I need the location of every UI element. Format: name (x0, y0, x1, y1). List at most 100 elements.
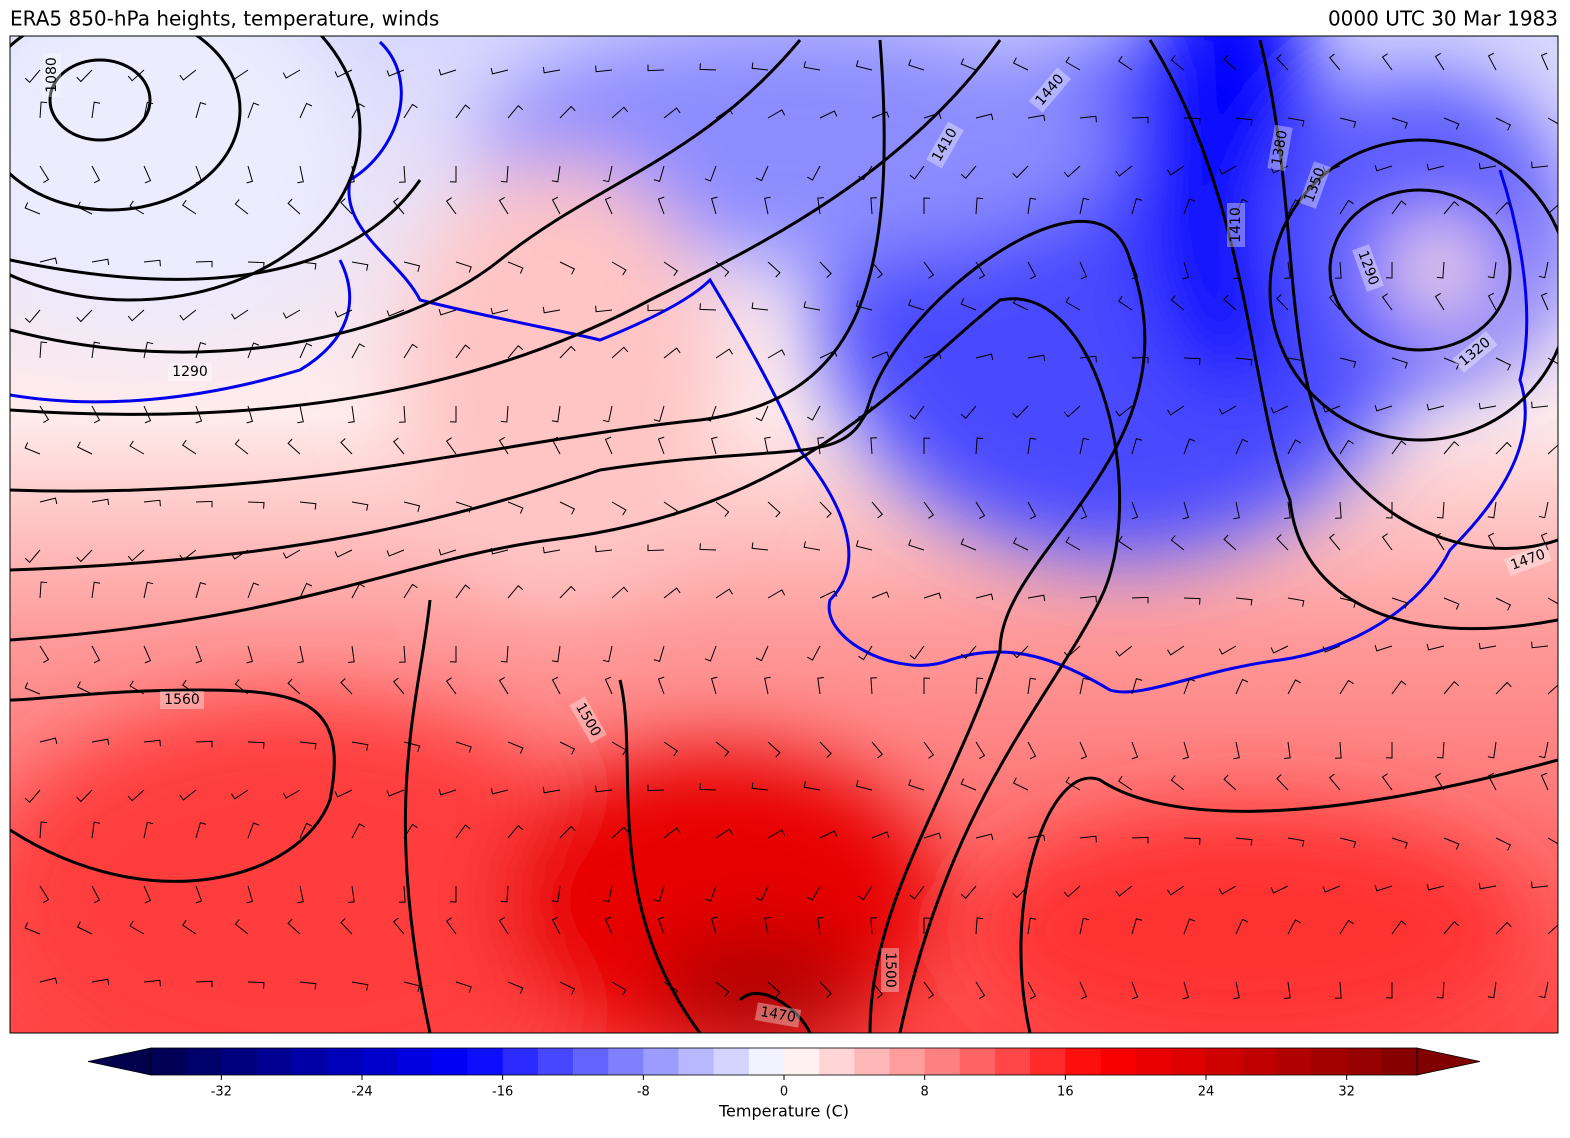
wind-barb (1287, 679, 1301, 695)
wind-barb (500, 165, 509, 183)
wind-barb (604, 676, 613, 695)
wind-barb (1012, 777, 1029, 791)
colorbar-bin (186, 1048, 222, 1075)
wind-barb (403, 261, 421, 272)
wind-barb (1065, 536, 1081, 551)
wind-barb (1284, 981, 1291, 999)
wind-barb (455, 344, 471, 359)
wind-barb (282, 69, 301, 79)
wind-barb (403, 501, 421, 512)
wind-barb (975, 981, 986, 1000)
wind-barb (699, 303, 717, 311)
contour-label-bg (1504, 544, 1552, 576)
wind-barb (498, 436, 509, 455)
wind-barb (1434, 532, 1445, 551)
wind-barb (399, 645, 406, 663)
wind-barb (1079, 595, 1097, 603)
wind-barb (923, 197, 931, 214)
wind-barb (507, 261, 524, 274)
wind-barb (24, 202, 41, 215)
wind-barb (755, 645, 769, 662)
wind-barb (819, 501, 832, 518)
wind-barb (1012, 297, 1029, 311)
wind-barb (91, 885, 101, 904)
wind-barb (923, 981, 935, 999)
wind-barb (234, 199, 249, 215)
wind-barb (1339, 597, 1357, 608)
wind-barb (871, 981, 884, 999)
colorbar-bin (854, 1048, 890, 1075)
wind-barb (960, 778, 977, 791)
wind-barb (1495, 201, 1512, 215)
wind-barb (39, 821, 48, 839)
wind-barb (1167, 165, 1185, 176)
wind-barb (507, 741, 524, 754)
wind-barb (975, 677, 984, 695)
wind-barb (1540, 772, 1549, 791)
wind-barb (704, 165, 717, 182)
wind-barb (1443, 200, 1460, 215)
wind-barb (710, 436, 718, 455)
wind-barb (1443, 920, 1460, 935)
wind-barb (1426, 163, 1445, 171)
wind-barb (1381, 533, 1393, 551)
contour-label: 1470 (759, 1004, 797, 1026)
wind-barb (234, 439, 249, 455)
wind-barb (507, 501, 524, 514)
wind-barb (143, 101, 154, 119)
wind-barb (715, 981, 730, 997)
wind-barb (595, 305, 613, 313)
colorbar-bin (608, 1048, 644, 1075)
wind-barb (1027, 261, 1037, 280)
wind-barb (1131, 116, 1149, 124)
wind-barb (490, 307, 509, 315)
colorbar-bin (326, 1048, 363, 1075)
wind-barb (195, 260, 213, 268)
wind-barb (129, 680, 145, 695)
wind-barb (1322, 885, 1341, 893)
wind-barb (819, 981, 832, 998)
wind-barb (699, 783, 717, 791)
wind-barb (340, 678, 353, 695)
wind-barb (282, 309, 301, 319)
wind-barb (181, 199, 197, 215)
wind-barb (1538, 261, 1549, 279)
wind-barb (195, 341, 207, 359)
wind-barb (767, 261, 781, 278)
wind-barb (559, 585, 576, 599)
wind-barb (767, 109, 786, 119)
wind-barb (551, 885, 561, 903)
wind-barb (247, 822, 260, 839)
wind-barb (1547, 684, 1558, 695)
wind-barb (663, 981, 679, 997)
wind-barb (334, 789, 353, 798)
wind-barb (247, 261, 265, 269)
wind-barb (403, 103, 418, 119)
contour-label-bg (1227, 203, 1245, 247)
wind-barb (559, 345, 576, 359)
colorbar-bin (1170, 1048, 1207, 1075)
wind-barb (1547, 924, 1558, 935)
colorbar-label: Temperature (C) (718, 1102, 849, 1121)
wind-barb (870, 197, 877, 215)
wind-barb (1328, 53, 1341, 71)
wind-barb (751, 62, 769, 71)
wind-barb (710, 676, 718, 695)
wind-barb (76, 549, 93, 563)
wind-barb (923, 112, 942, 120)
wind-barb (1381, 53, 1393, 71)
wind-barb (1079, 115, 1097, 123)
wind-barb (1079, 677, 1090, 695)
wind-barb (817, 197, 824, 215)
wind-barb (1339, 679, 1354, 695)
wind-barb (1079, 197, 1090, 215)
colorbar-tick-label: -24 (351, 1085, 372, 1100)
wind-barb (751, 782, 769, 791)
wind-barb (1391, 837, 1408, 849)
wind-barb (1540, 292, 1549, 311)
wind-barb (923, 437, 931, 454)
wind-barb (299, 582, 313, 599)
wind-barb (386, 69, 405, 77)
colorbar-bin (502, 1048, 539, 1075)
wind-barb (91, 978, 110, 986)
